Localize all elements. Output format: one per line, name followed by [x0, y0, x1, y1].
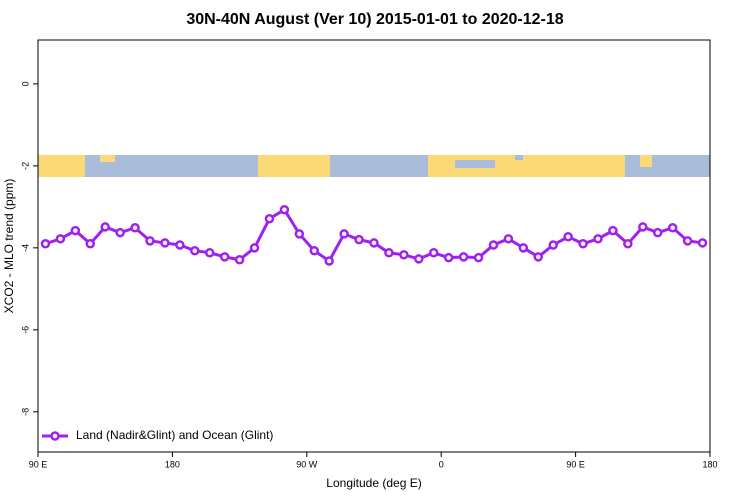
point	[652, 227, 663, 238]
point	[682, 236, 693, 246]
x-tick-label: 0	[439, 459, 444, 469]
point	[70, 225, 81, 236]
point	[548, 240, 558, 250]
point	[85, 238, 96, 249]
point	[339, 229, 349, 239]
point	[55, 234, 66, 244]
land	[100, 155, 115, 162]
series-line	[44, 207, 703, 264]
point	[354, 234, 364, 245]
point	[608, 225, 618, 236]
point	[428, 248, 439, 258]
x-tick-label: 90 E	[29, 459, 48, 469]
point	[399, 250, 409, 260]
y-tick-label: -6	[20, 326, 30, 334]
point	[414, 254, 424, 264]
chart-title: 30N-40N August (Ver 10) 2015-01-01 to 20…	[186, 11, 563, 28]
point	[488, 240, 499, 250]
point	[667, 223, 678, 233]
point	[234, 254, 245, 265]
land	[640, 155, 652, 167]
point	[443, 252, 454, 263]
point	[518, 243, 529, 253]
x-tick-label: 180	[165, 459, 180, 469]
point	[458, 252, 469, 262]
y-tick-label: -4	[20, 244, 30, 252]
point	[309, 245, 320, 256]
map-band	[38, 155, 710, 177]
ocean	[515, 155, 523, 160]
point	[279, 204, 290, 215]
point	[249, 243, 260, 253]
point	[578, 238, 588, 249]
point	[384, 248, 394, 258]
x-tick-label: 90 E	[566, 459, 585, 469]
point	[473, 252, 484, 263]
point	[145, 236, 155, 246]
point	[100, 222, 110, 232]
plot-frame	[37, 39, 711, 453]
ocean	[455, 160, 495, 168]
y-axis-title: XCO2 - MLO trend (ppm)	[2, 179, 16, 314]
legend-marker	[50, 431, 60, 441]
point	[697, 238, 708, 248]
point	[503, 234, 514, 244]
point	[219, 252, 230, 262]
point	[533, 252, 544, 262]
y-tick-label: -8	[20, 408, 30, 416]
point	[264, 213, 275, 224]
point	[175, 240, 185, 250]
x-axis-title: Longitude (deg E)	[326, 476, 421, 490]
land	[38, 155, 85, 177]
point	[190, 245, 200, 256]
point	[623, 238, 633, 249]
point	[369, 238, 379, 248]
point	[40, 238, 51, 249]
y-tick-label: -2	[20, 162, 30, 170]
point	[593, 234, 603, 244]
legend-label: Land (Nadir&Glint) and Ocean (Glint)	[76, 428, 273, 442]
point	[130, 223, 140, 233]
point	[563, 232, 573, 242]
point	[638, 222, 648, 232]
point	[324, 256, 334, 266]
land	[258, 155, 330, 177]
x-tick-label: 90 W	[296, 459, 318, 469]
point	[160, 238, 170, 248]
x-tick-label: 180	[702, 459, 717, 469]
point	[204, 248, 215, 258]
y-tick-label: 0	[20, 81, 30, 86]
point	[294, 229, 305, 239]
point	[115, 227, 125, 238]
